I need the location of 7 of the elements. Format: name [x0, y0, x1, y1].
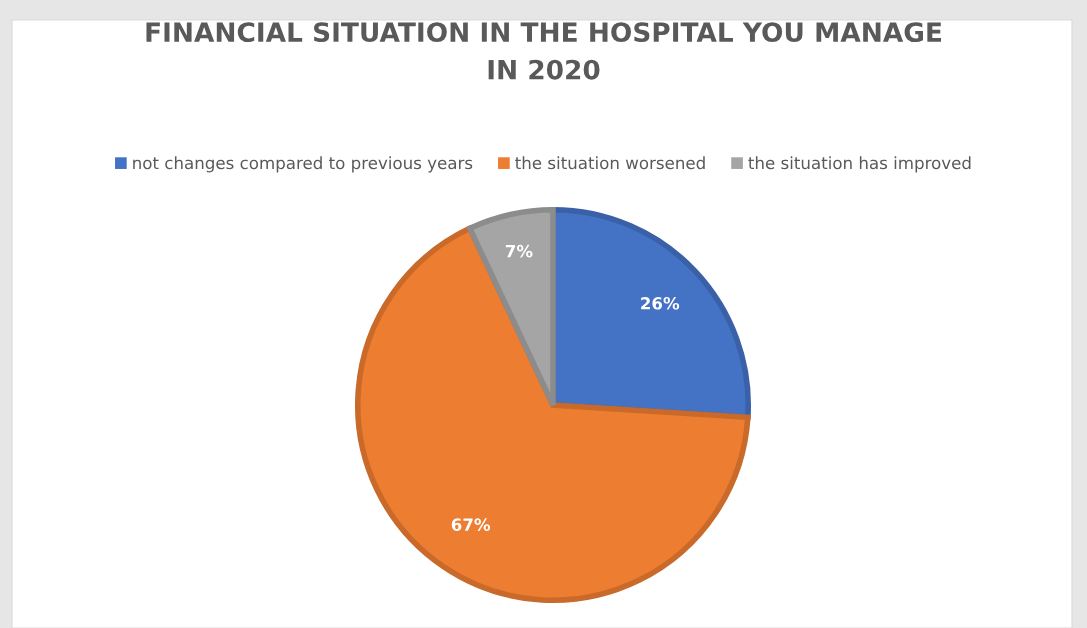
- data-label: 67%: [451, 518, 491, 531]
- data-label: 7%: [505, 244, 533, 258]
- legend-label: the situation worsened: [515, 156, 705, 170]
- chart-title: FINANCIAL SITUATION IN THE HOSPITAL YOU MANAGE IN 2020: [146, 22, 942, 80]
- data-label: 26%: [641, 296, 680, 310]
- legend-label: the situation has improved: [748, 156, 971, 173]
- legend-label: not changes compared to previous years: [133, 156, 473, 173]
